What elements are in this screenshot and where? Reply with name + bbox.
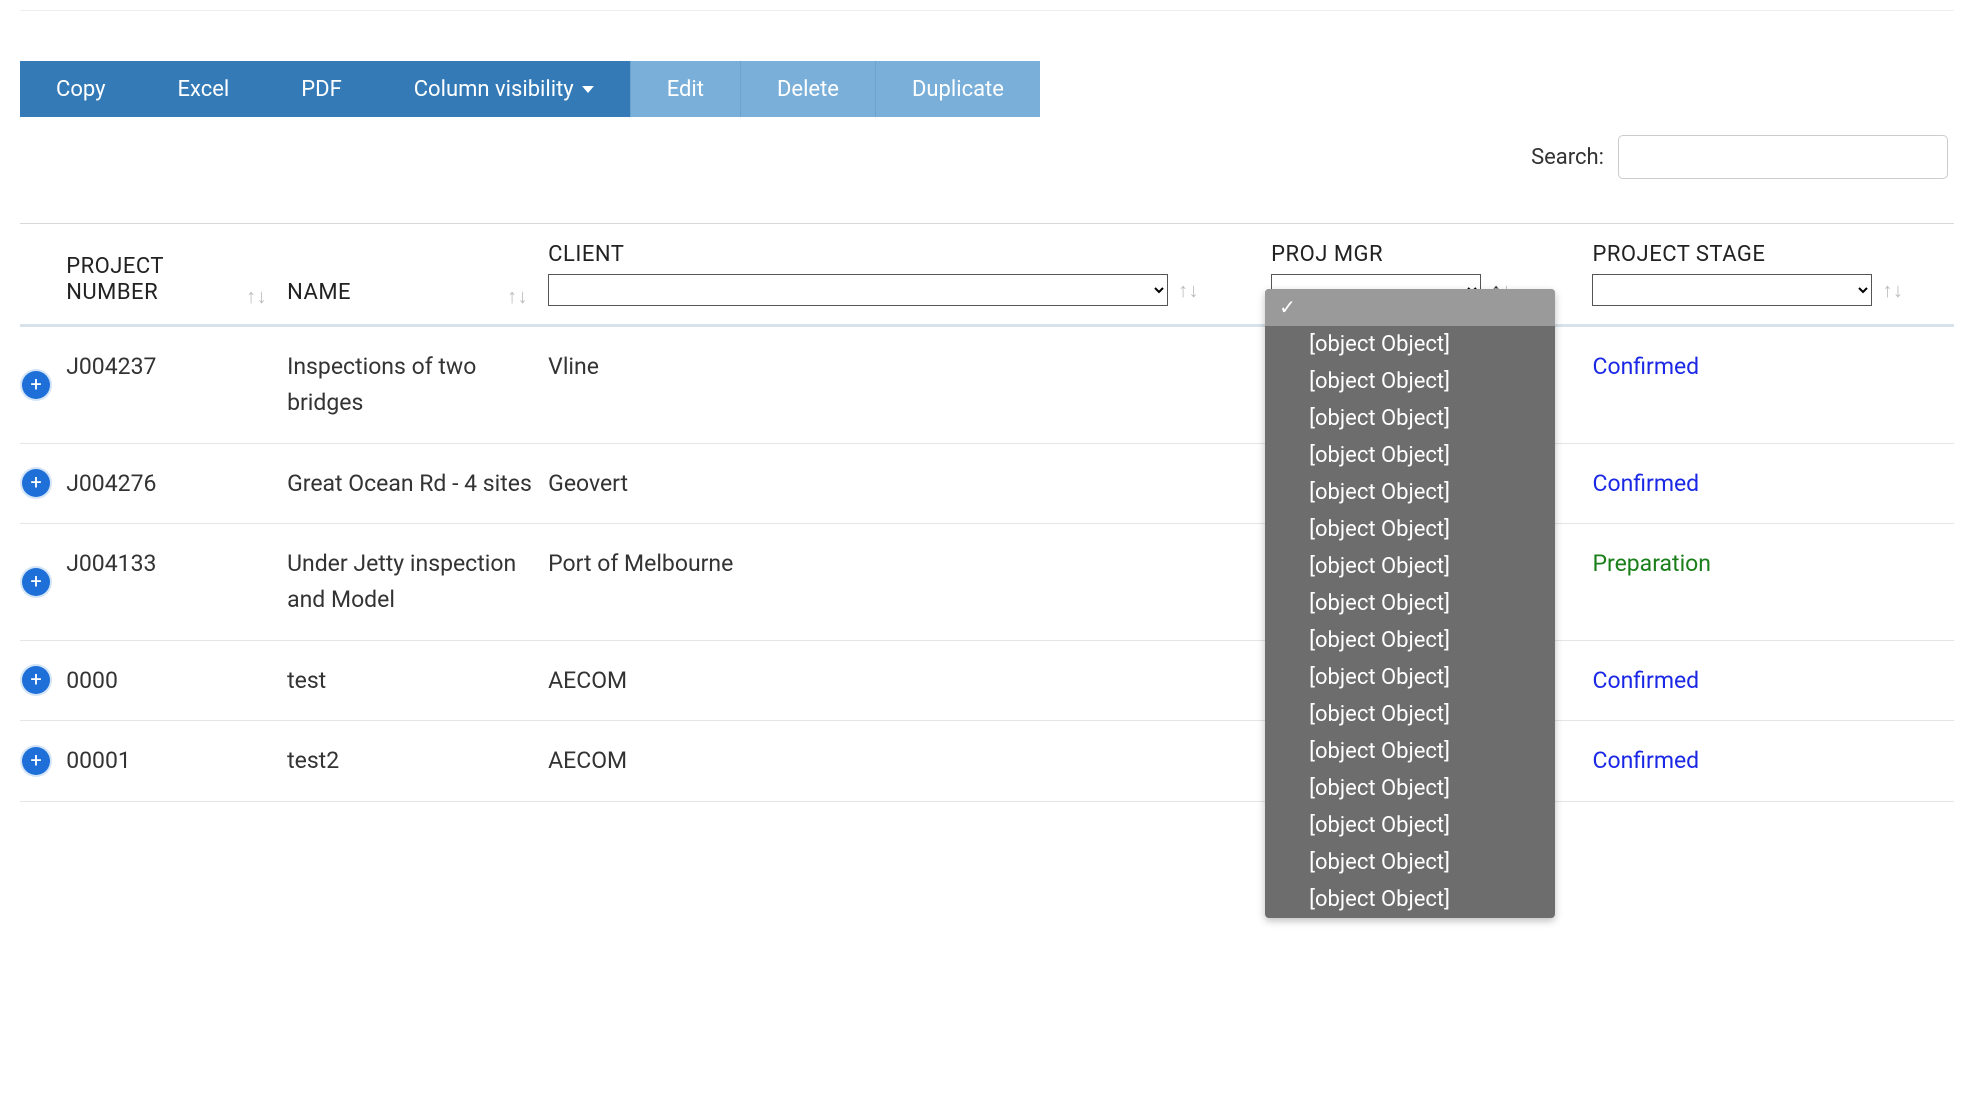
- cell-name: Under Jetty inspection and Model: [287, 524, 548, 640]
- expand-row-button[interactable]: [22, 371, 50, 399]
- col-expand: [20, 224, 66, 326]
- column-visibility-button[interactable]: Column visibility: [378, 61, 630, 117]
- duplicate-button[interactable]: Duplicate: [875, 61, 1040, 117]
- col-project-number-label: PROJECT NUMBER: [66, 254, 206, 307]
- sort-icon[interactable]: [1882, 280, 1913, 300]
- search-input[interactable]: [1618, 135, 1948, 179]
- cell-project-stage: Confirmed: [1592, 721, 1954, 802]
- dropdown-option[interactable]: [object Object]: [1265, 437, 1555, 474]
- dropdown-option[interactable]: [object Object]: [1265, 585, 1555, 622]
- cell-name: test: [287, 640, 548, 721]
- caret-down-icon: [582, 86, 594, 93]
- dropdown-option[interactable]: [object Object]: [1265, 548, 1555, 585]
- proj-mgr-dropdown[interactable]: [object Object][object Object][object Ob…: [1265, 289, 1555, 918]
- delete-button[interactable]: Delete: [740, 61, 875, 117]
- cell-project-stage: Preparation: [1592, 524, 1954, 640]
- col-project-stage[interactable]: PROJECT STAGE: [1592, 224, 1954, 326]
- col-proj-mgr-label: PROJ MGR: [1271, 242, 1383, 268]
- cell-project-number: J004237: [66, 326, 287, 443]
- dropdown-option[interactable]: [1265, 289, 1555, 326]
- column-visibility-label: Column visibility: [414, 77, 574, 102]
- cell-project-stage: Confirmed: [1592, 640, 1954, 721]
- sort-icon[interactable]: [1178, 280, 1209, 300]
- cell-project-number: J004133: [66, 524, 287, 640]
- cell-client: Geovert: [548, 443, 1271, 524]
- table-row[interactable]: J004133Under Jetty inspection and ModelP…: [20, 524, 1954, 640]
- edit-button[interactable]: Edit: [630, 61, 740, 117]
- cell-name: Great Ocean Rd - 4 sites: [287, 443, 548, 524]
- table-row[interactable]: 0000testAECOM Confirmed: [20, 640, 1954, 721]
- dropdown-option[interactable]: [object Object]: [1265, 474, 1555, 511]
- page-root: Copy Excel PDF Column visibility Edit De…: [0, 0, 1974, 802]
- copy-button[interactable]: Copy: [20, 61, 142, 117]
- excel-button[interactable]: Excel: [142, 61, 266, 117]
- cell-client: AECOM: [548, 721, 1271, 802]
- col-project-number[interactable]: PROJECT NUMBER: [66, 224, 287, 326]
- cell-client: Vline: [548, 326, 1271, 443]
- dropdown-option[interactable]: [object Object]: [1265, 659, 1555, 696]
- toolbar: Copy Excel PDF Column visibility Edit De…: [20, 61, 1040, 117]
- pdf-button[interactable]: PDF: [265, 61, 377, 117]
- expand-row-button[interactable]: [22, 568, 50, 596]
- project-stage-filter-select[interactable]: [1592, 274, 1872, 306]
- cell-project-number: 0000: [66, 640, 287, 721]
- cell-client: AECOM: [548, 640, 1271, 721]
- col-name[interactable]: NAME: [287, 224, 548, 326]
- sort-icon[interactable]: [246, 286, 277, 306]
- search-row: Search:: [20, 135, 1954, 179]
- dropdown-option[interactable]: [object Object]: [1265, 881, 1555, 918]
- search-label: Search:: [1531, 145, 1604, 170]
- table-row[interactable]: 00001test2AECOM Confirmed: [20, 721, 1954, 802]
- cell-client: Port of Melbourne: [548, 524, 1271, 640]
- col-client-label: CLIENT: [548, 242, 624, 268]
- dropdown-option[interactable]: [object Object]: [1265, 326, 1555, 363]
- col-client[interactable]: CLIENT: [548, 224, 1271, 326]
- dropdown-option[interactable]: [object Object]: [1265, 733, 1555, 770]
- projects-table: PROJECT NUMBER NAME: [20, 224, 1954, 802]
- table-row[interactable]: J004276Great Ocean Rd - 4 sitesGeovert Co…: [20, 443, 1954, 524]
- cell-name: test2: [287, 721, 548, 802]
- dropdown-option[interactable]: [object Object]: [1265, 770, 1555, 807]
- table-body: J004237Inspections of two bridgesVline Co…: [20, 326, 1954, 801]
- cell-project-stage: Confirmed: [1592, 443, 1954, 524]
- table-wrap: PROJECT NUMBER NAME: [20, 223, 1954, 802]
- client-filter-select[interactable]: [548, 274, 1168, 306]
- expand-row-button[interactable]: [22, 469, 50, 497]
- col-project-stage-label: PROJECT STAGE: [1592, 242, 1765, 268]
- expand-row-button[interactable]: [22, 747, 50, 775]
- cell-project-number: J004276: [66, 443, 287, 524]
- dropdown-option[interactable]: [object Object]: [1265, 844, 1555, 881]
- dropdown-option[interactable]: [object Object]: [1265, 807, 1555, 844]
- cell-project-number: 00001: [66, 721, 287, 802]
- table-row[interactable]: J004237Inspections of two bridgesVline Co…: [20, 326, 1954, 443]
- table-header-row: PROJECT NUMBER NAME: [20, 224, 1954, 326]
- col-name-label: NAME: [287, 280, 351, 306]
- cell-project-stage: Confirmed: [1592, 326, 1954, 443]
- cell-name: Inspections of two bridges: [287, 326, 548, 443]
- dropdown-option[interactable]: [object Object]: [1265, 622, 1555, 659]
- dropdown-option[interactable]: [object Object]: [1265, 696, 1555, 733]
- sort-icon[interactable]: [507, 286, 538, 306]
- dropdown-option[interactable]: [object Object]: [1265, 400, 1555, 437]
- dropdown-option[interactable]: [object Object]: [1265, 511, 1555, 548]
- expand-row-button[interactable]: [22, 666, 50, 694]
- dropdown-option[interactable]: [object Object]: [1265, 363, 1555, 400]
- top-divider: [20, 10, 1954, 11]
